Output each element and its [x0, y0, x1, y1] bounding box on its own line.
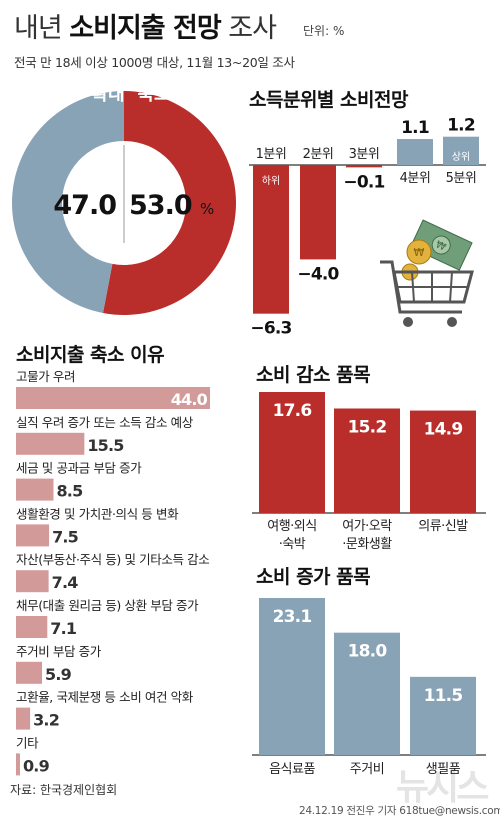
- reason-value-6: 7.1: [50, 619, 77, 638]
- reason-label-2: 실직 우려 증가 또는 소득 감소 예상: [16, 415, 194, 430]
- quintile-bar-5: [443, 136, 479, 165]
- reason-value-1: 44.0: [171, 390, 208, 409]
- title-part2: 소비지출 전망: [69, 13, 221, 44]
- increase-category-1: 음식료품: [269, 762, 315, 777]
- reason-label-7: 주거비 부담 증가: [16, 644, 102, 659]
- increase-bar-3: [410, 676, 476, 755]
- reason-bar-1: [16, 387, 210, 409]
- donut-value-shrink: 53.0: [129, 190, 192, 221]
- donut-value-expand: 47.0: [53, 190, 116, 221]
- quintile-inner-label-1: 하위: [262, 174, 280, 187]
- decrease-category-2-line-1: 여가·오락: [342, 519, 392, 534]
- quintile-category-4: 4분위: [400, 171, 431, 186]
- reason-label-3: 세금 및 공과금 부담 증가: [16, 461, 142, 476]
- reason-chart-title: 소비지출 축소 이유: [16, 344, 164, 366]
- svg-text:₩: ₩: [414, 246, 425, 259]
- increase-bar-2: [334, 632, 400, 755]
- reason-bar-2: [16, 432, 85, 455]
- quintile-inner-label-5: 상위: [452, 150, 470, 163]
- donut-slice-expand: [11, 91, 124, 314]
- quintile-value-1: −6.3: [250, 319, 291, 339]
- subtitle: 전국 만 18세 이상 1000명 대상, 11월 13~20일 조사: [14, 55, 295, 70]
- unit-label: 단위: %: [303, 24, 345, 38]
- quintile-value-3: −0.1: [343, 172, 384, 192]
- credit: 24.12.19 전진우 기자 618tue@newsis.com: [299, 805, 500, 817]
- decrease-value-2: 15.2: [348, 418, 387, 438]
- quintile-bar-4: [397, 139, 433, 165]
- reason-value-4: 7.5: [52, 527, 79, 546]
- quintile-bar-1: [253, 165, 289, 314]
- title-part1: 내년: [14, 13, 70, 44]
- watermark: 뉴시스: [396, 767, 489, 808]
- quintile-bar-2: [300, 165, 336, 260]
- quintile-value-4: 1.1: [401, 118, 429, 138]
- decrease-chart-title: 소비 감소 품목: [256, 364, 370, 386]
- quintile-category-1: 1분위: [256, 147, 287, 162]
- increase-category-3: 생필품: [426, 762, 461, 777]
- donut-slice-shrink: [103, 91, 236, 315]
- reason-bar-6: [16, 616, 48, 638]
- title-part3: 조사: [220, 13, 277, 44]
- increase-bar-1: [259, 598, 325, 755]
- decrease-bar-2: [334, 408, 400, 513]
- decrease-category-3-line-1: 의류·신발: [418, 519, 468, 534]
- reason-label-9: 기타: [16, 735, 39, 750]
- decrease-chart: 17.6 여행·외식 ·숙박 15.2 여가·오락 ·문화생활 14.9 의류·신발: [252, 392, 486, 552]
- increase-category-2: 주거비: [350, 762, 384, 777]
- reason-label-5: 자산(부동산·주식 등) 및 기타소득 감소: [16, 552, 209, 567]
- reason-bar-5: [16, 570, 49, 593]
- quintile-category-5: 5분위: [446, 171, 477, 186]
- quintile-chart-title: 소득분위별 소비전망: [249, 89, 409, 111]
- shopping-cart-icon: ₩ ₩: [380, 219, 474, 327]
- reason-value-8: 3.2: [33, 711, 59, 730]
- reason-label-4: 생활환경 및 가치관·의식 등 변화: [16, 506, 179, 521]
- reason-label-8: 고환율, 국제분쟁 등 소비 여건 악화: [16, 690, 194, 705]
- donut-chart: 확대 축소 47.0 53.0%: [11, 84, 236, 315]
- quintile-chart: 1분위 −6.3 하위 2분위 −4.0 3분위 −0.1 4분위 1.1 5분위 1.2 상위: [249, 116, 486, 339]
- reason-value-9: 0.9: [23, 756, 50, 775]
- reason-bar-9: [16, 753, 20, 776]
- reason-bar-3: [16, 478, 54, 501]
- increase-value-2: 18.0: [348, 642, 388, 662]
- increase-value-1: 23.1: [273, 607, 312, 627]
- decrease-bar-1: [259, 392, 325, 513]
- decrease-value-3: 14.9: [424, 420, 463, 440]
- increase-value-3: 11.5: [424, 686, 463, 706]
- reason-label-6: 채무(대출 원리금 등) 상환 부담 증가: [16, 598, 199, 613]
- decrease-value-1: 17.6: [273, 401, 312, 421]
- decrease-category-1-line-2: ·숙박: [279, 537, 306, 552]
- reason-value-2: 15.5: [87, 436, 124, 455]
- source: 자료: 한국경제인협회: [10, 783, 118, 797]
- donut-category-shrink: 축소: [137, 84, 170, 105]
- reason-bar-7: [16, 661, 43, 684]
- quintile-category-3: 3분위: [349, 147, 380, 162]
- decrease-bar-3: [410, 410, 476, 513]
- quintile-category-2: 2분위: [303, 147, 334, 162]
- reason-bar-4: [16, 524, 50, 547]
- reason-chart: 고물가 우려 44.0 실직 우려 증가 또는 소득 감소 예상 15.5 세금 및 공…: [16, 369, 210, 776]
- svg-text:₩: ₩: [434, 239, 448, 253]
- reason-value-7: 5.9: [45, 665, 72, 684]
- quintile-value-2: −4.0: [297, 264, 339, 284]
- page-title: 내년 소비지출 전망 조사: [14, 6, 277, 45]
- quintile-value-5: 1.2: [447, 116, 475, 136]
- decrease-category-2-line-2: ·문화생활: [342, 537, 392, 552]
- reason-value-5: 7.4: [52, 573, 79, 592]
- reason-value-3: 8.5: [56, 482, 83, 501]
- increase-chart-title: 소비 증가 품목: [256, 566, 370, 588]
- donut-percent-sign: %: [200, 200, 214, 218]
- donut-category-expand: 확대: [91, 84, 124, 105]
- reason-label-1: 고물가 우려: [16, 369, 75, 384]
- quintile-bar-3: [346, 165, 382, 168]
- increase-chart: 23.1 음식료품 18.0 주거비 11.5 생필품: [252, 598, 486, 777]
- decrease-category-1-line-1: 여행·외식: [267, 518, 316, 534]
- reason-bar-8: [16, 707, 31, 730]
